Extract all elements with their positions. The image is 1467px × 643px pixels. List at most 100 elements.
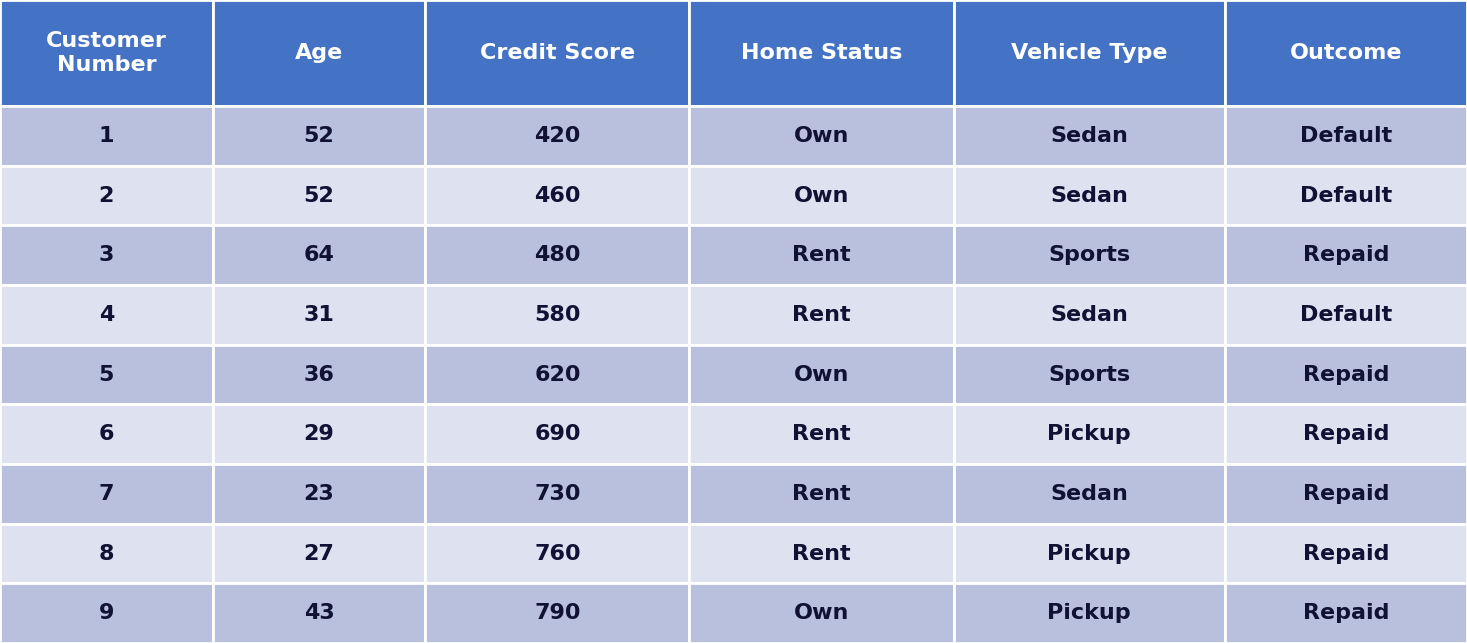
Bar <box>425 345 689 404</box>
Text: 52: 52 <box>304 186 334 206</box>
Text: Rent: Rent <box>792 245 851 265</box>
Text: Repaid: Repaid <box>1303 245 1389 265</box>
Text: Pickup: Pickup <box>1047 543 1131 563</box>
Bar <box>954 226 1225 285</box>
Text: 6: 6 <box>98 424 114 444</box>
Bar <box>0 166 213 226</box>
Text: 29: 29 <box>304 424 334 444</box>
Bar <box>213 106 425 166</box>
Bar <box>1225 583 1467 643</box>
Bar <box>0 345 213 404</box>
Text: Home Status: Home Status <box>741 43 902 63</box>
Text: 4: 4 <box>98 305 114 325</box>
Bar <box>0 106 213 166</box>
Bar <box>213 583 425 643</box>
Bar <box>0 583 213 643</box>
Bar <box>689 106 954 166</box>
Text: Own: Own <box>794 126 849 146</box>
Bar <box>954 583 1225 643</box>
Text: Sedan: Sedan <box>1050 484 1128 504</box>
Text: Default: Default <box>1300 126 1392 146</box>
Bar <box>425 464 689 523</box>
Text: Own: Own <box>794 365 849 385</box>
Bar <box>425 166 689 226</box>
Bar <box>689 583 954 643</box>
Text: 420: 420 <box>534 126 581 146</box>
Bar <box>1225 345 1467 404</box>
Text: 690: 690 <box>534 424 581 444</box>
Bar <box>0 285 213 345</box>
Text: 8: 8 <box>98 543 114 563</box>
Bar <box>954 464 1225 523</box>
Bar <box>954 285 1225 345</box>
Text: 5: 5 <box>98 365 114 385</box>
Text: Repaid: Repaid <box>1303 365 1389 385</box>
Text: 7: 7 <box>98 484 114 504</box>
Bar <box>689 523 954 583</box>
Text: 3: 3 <box>98 245 114 265</box>
Bar <box>213 523 425 583</box>
Bar <box>954 345 1225 404</box>
Text: 730: 730 <box>534 484 581 504</box>
Bar <box>954 404 1225 464</box>
Bar <box>954 166 1225 226</box>
Text: Default: Default <box>1300 186 1392 206</box>
Bar <box>425 285 689 345</box>
Text: Pickup: Pickup <box>1047 424 1131 444</box>
Text: Sedan: Sedan <box>1050 186 1128 206</box>
Text: Sports: Sports <box>1049 365 1130 385</box>
Text: Sedan: Sedan <box>1050 305 1128 325</box>
Text: Customer
Number: Customer Number <box>45 32 167 75</box>
Text: Outcome: Outcome <box>1289 43 1402 63</box>
Bar <box>0 464 213 523</box>
Bar <box>954 106 1225 166</box>
Bar <box>0 404 213 464</box>
Bar <box>689 345 954 404</box>
Bar <box>1225 106 1467 166</box>
Text: Own: Own <box>794 603 849 623</box>
Bar <box>689 226 954 285</box>
Bar <box>1225 0 1467 106</box>
Text: Rent: Rent <box>792 543 851 563</box>
Text: Default: Default <box>1300 305 1392 325</box>
Text: Rent: Rent <box>792 305 851 325</box>
Bar <box>213 166 425 226</box>
Text: 36: 36 <box>304 365 334 385</box>
Bar <box>425 0 689 106</box>
Text: 760: 760 <box>534 543 581 563</box>
Text: 790: 790 <box>534 603 581 623</box>
Text: Sports: Sports <box>1049 245 1130 265</box>
Bar <box>689 464 954 523</box>
Text: Own: Own <box>794 186 849 206</box>
Bar <box>213 0 425 106</box>
Text: Repaid: Repaid <box>1303 543 1389 563</box>
Text: 23: 23 <box>304 484 334 504</box>
Bar <box>425 226 689 285</box>
Bar <box>0 0 213 106</box>
Text: 52: 52 <box>304 126 334 146</box>
Bar <box>689 166 954 226</box>
Text: 460: 460 <box>534 186 581 206</box>
Text: 620: 620 <box>534 365 581 385</box>
Bar <box>0 226 213 285</box>
Text: 43: 43 <box>304 603 334 623</box>
Bar <box>1225 464 1467 523</box>
Bar <box>1225 166 1467 226</box>
Text: 480: 480 <box>534 245 581 265</box>
Bar <box>213 345 425 404</box>
Text: Credit Score: Credit Score <box>480 43 635 63</box>
Bar <box>689 0 954 106</box>
Bar <box>213 285 425 345</box>
Text: Repaid: Repaid <box>1303 424 1389 444</box>
Text: 9: 9 <box>98 603 114 623</box>
Bar <box>213 464 425 523</box>
Bar <box>425 523 689 583</box>
Text: Vehicle Type: Vehicle Type <box>1011 43 1168 63</box>
Bar <box>1225 523 1467 583</box>
Bar <box>689 404 954 464</box>
Text: 580: 580 <box>534 305 581 325</box>
Text: 1: 1 <box>98 126 114 146</box>
Text: Repaid: Repaid <box>1303 603 1389 623</box>
Bar <box>425 106 689 166</box>
Bar <box>954 523 1225 583</box>
